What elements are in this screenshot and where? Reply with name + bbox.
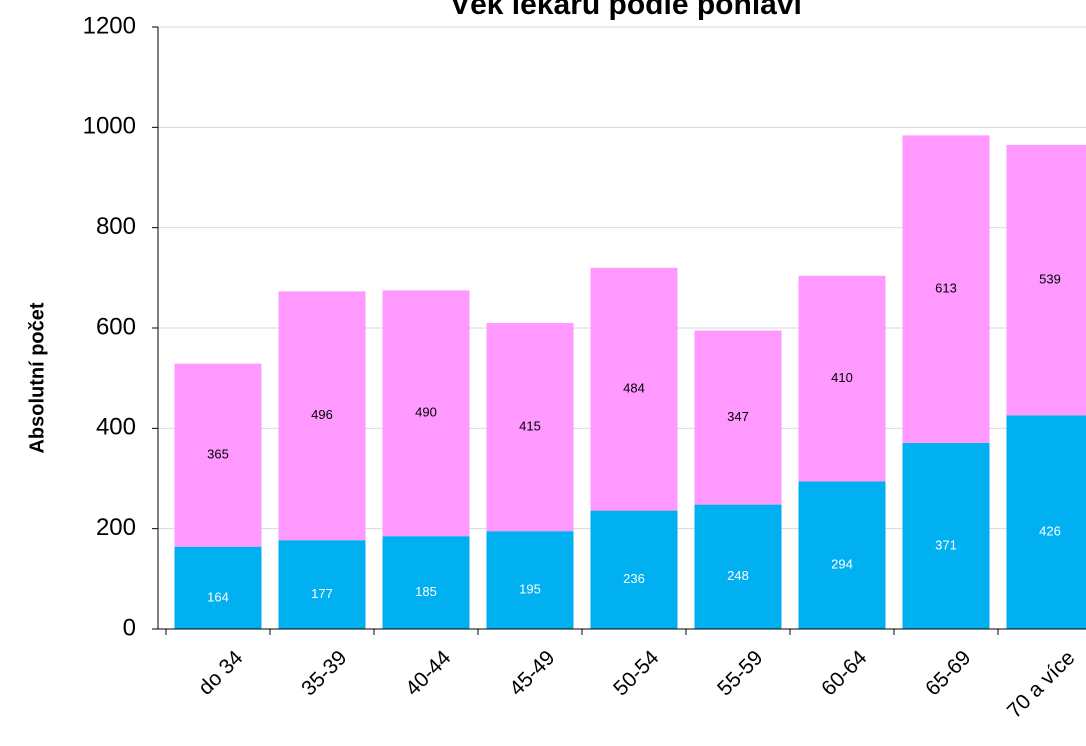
x-tick-label: 40-44 bbox=[401, 646, 455, 700]
x-tick-label: 55-59 bbox=[713, 646, 767, 700]
y-tick-label: 800 bbox=[96, 213, 136, 240]
x-tick-label: 65-69 bbox=[921, 646, 975, 700]
x-tick-label: 45-49 bbox=[505, 646, 559, 700]
x-tick-label: 35-39 bbox=[297, 646, 351, 700]
y-tick-label: 600 bbox=[96, 313, 136, 340]
y-tick-label: 0 bbox=[123, 614, 136, 641]
bar-segment bbox=[902, 442, 990, 629]
data-label: 177 bbox=[311, 586, 333, 601]
data-label: 371 bbox=[935, 537, 957, 552]
bar-segment bbox=[174, 546, 262, 629]
data-label: 410 bbox=[831, 370, 853, 385]
bar-segment bbox=[486, 322, 574, 532]
bar-segment bbox=[486, 531, 574, 629]
chart-title: Věk lékařů podle pohlaví bbox=[450, 0, 803, 21]
bar-segment bbox=[798, 275, 886, 482]
data-label: 539 bbox=[1039, 272, 1061, 287]
data-label: 496 bbox=[311, 407, 333, 422]
bar-segment bbox=[278, 540, 366, 629]
data-label: 490 bbox=[415, 405, 437, 420]
x-tick-label: do 34 bbox=[194, 646, 248, 700]
bar-segment bbox=[382, 536, 470, 629]
bar-segment bbox=[1006, 415, 1086, 629]
data-label: 484 bbox=[623, 381, 645, 396]
data-label: 426 bbox=[1039, 524, 1061, 539]
y-tick-label: 200 bbox=[96, 514, 136, 541]
bar-segment bbox=[278, 291, 366, 541]
data-label: 415 bbox=[519, 419, 541, 434]
x-tick-label: 50-54 bbox=[609, 646, 663, 700]
data-label: 236 bbox=[623, 571, 645, 586]
data-label: 164 bbox=[207, 589, 229, 604]
bar-segment bbox=[694, 504, 782, 629]
data-label: 294 bbox=[831, 557, 853, 572]
bar-segment bbox=[382, 290, 470, 537]
data-label: 613 bbox=[935, 281, 957, 296]
bar-segment bbox=[174, 363, 262, 547]
y-tick-label: 400 bbox=[96, 414, 136, 441]
y-tick-label: 1200 bbox=[83, 12, 136, 39]
x-tick-label: 60-64 bbox=[817, 646, 871, 700]
bar-segment bbox=[590, 510, 678, 629]
data-label: 347 bbox=[727, 409, 749, 424]
data-label: 248 bbox=[727, 568, 749, 583]
y-tick-label: 1000 bbox=[83, 113, 136, 140]
bar-segment bbox=[694, 330, 782, 505]
bar-segment bbox=[1006, 144, 1086, 416]
bar-segment bbox=[590, 267, 678, 511]
bar-segment bbox=[798, 481, 886, 629]
data-label: 185 bbox=[415, 584, 437, 599]
data-label: 365 bbox=[207, 447, 229, 462]
bar-segment bbox=[902, 135, 990, 443]
x-tick-label: 70 a více bbox=[1003, 646, 1080, 723]
data-label: 195 bbox=[519, 582, 541, 597]
y-axis-label: Absolutní počet bbox=[26, 302, 48, 453]
